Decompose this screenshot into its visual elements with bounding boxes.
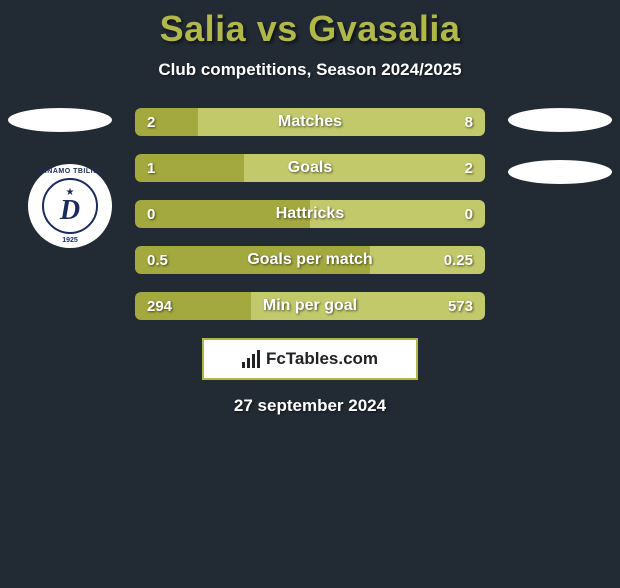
page-title: Salia vs Gvasalia [0, 8, 620, 50]
player-right-placeholder-icon [508, 108, 612, 132]
club-logo-name: DINAMO TBILISI [39, 168, 100, 175]
stat-bar-row: Min per goal294 573 [135, 292, 485, 320]
stat-bar-right-value: 573 [448, 292, 473, 320]
stat-bar-left-value: 0 [147, 200, 155, 228]
club-right-placeholder-icon [508, 160, 612, 184]
stat-bar-right-value: 2 [465, 154, 473, 182]
stat-bar-row: Hattricks0 0 [135, 200, 485, 228]
stat-bar-left-value: 2 [147, 108, 155, 136]
stat-bar-label: Goals [135, 154, 485, 182]
footer-logo-text: FcTables.com [266, 349, 378, 369]
stat-bar-label: Matches [135, 108, 485, 136]
snapshot-date: 27 september 2024 [0, 396, 620, 416]
stat-bar-row: Matches2 8 [135, 108, 485, 136]
stat-bar-right-value: 0 [465, 200, 473, 228]
player-left-placeholder-icon [8, 108, 112, 132]
club-logo-ring-icon [42, 178, 98, 234]
stat-bar-left-value: 1 [147, 154, 155, 182]
stat-bar-row: Goals1 2 [135, 154, 485, 182]
stat-bar-row: Goals per match0.5 0.25 [135, 246, 485, 274]
stat-bar-label: Hattricks [135, 200, 485, 228]
stat-bar-label: Min per goal [135, 292, 485, 320]
stat-bars: Matches28Goals12Hattricks00Goals per mat… [135, 108, 485, 320]
comparison-content: DINAMO TBILISI ★ D 1925 Matches28Goals12… [0, 108, 620, 320]
stat-bar-label: Goals per match [135, 246, 485, 274]
bar-chart-icon [242, 350, 260, 368]
footer-attribution: FcTables.com [202, 338, 418, 380]
stat-bar-left-value: 294 [147, 292, 172, 320]
stat-bar-right-value: 0.25 [444, 246, 473, 274]
stat-bar-right-value: 8 [465, 108, 473, 136]
club-left-logo: DINAMO TBILISI ★ D 1925 [28, 164, 112, 248]
club-logo-year: 1925 [62, 237, 78, 244]
stat-bar-left-value: 0.5 [147, 246, 168, 274]
page-subtitle: Club competitions, Season 2024/2025 [0, 60, 620, 80]
